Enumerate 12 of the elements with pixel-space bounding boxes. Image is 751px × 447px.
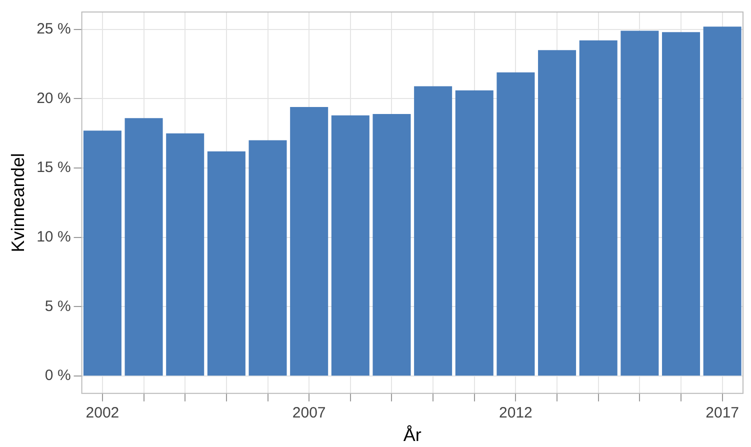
y-tick-label: 20 % — [36, 90, 71, 107]
x-tick-label: 2017 — [706, 404, 740, 422]
x-tick-label: 2007 — [292, 404, 326, 422]
y-tick-label: 0 % — [44, 367, 71, 384]
y-tick-label: 10 % — [36, 228, 71, 246]
y-tick-label: 15 % — [36, 159, 71, 176]
x-tick-label: 2012 — [499, 404, 532, 422]
x-tick-label: 2002 — [86, 404, 120, 422]
x-axis-title: År — [403, 425, 422, 446]
y-tick-label: 5 % — [44, 298, 71, 315]
y-axis-title: Kvinneandel — [8, 153, 28, 252]
y-tick-label: 25 % — [36, 20, 71, 38]
